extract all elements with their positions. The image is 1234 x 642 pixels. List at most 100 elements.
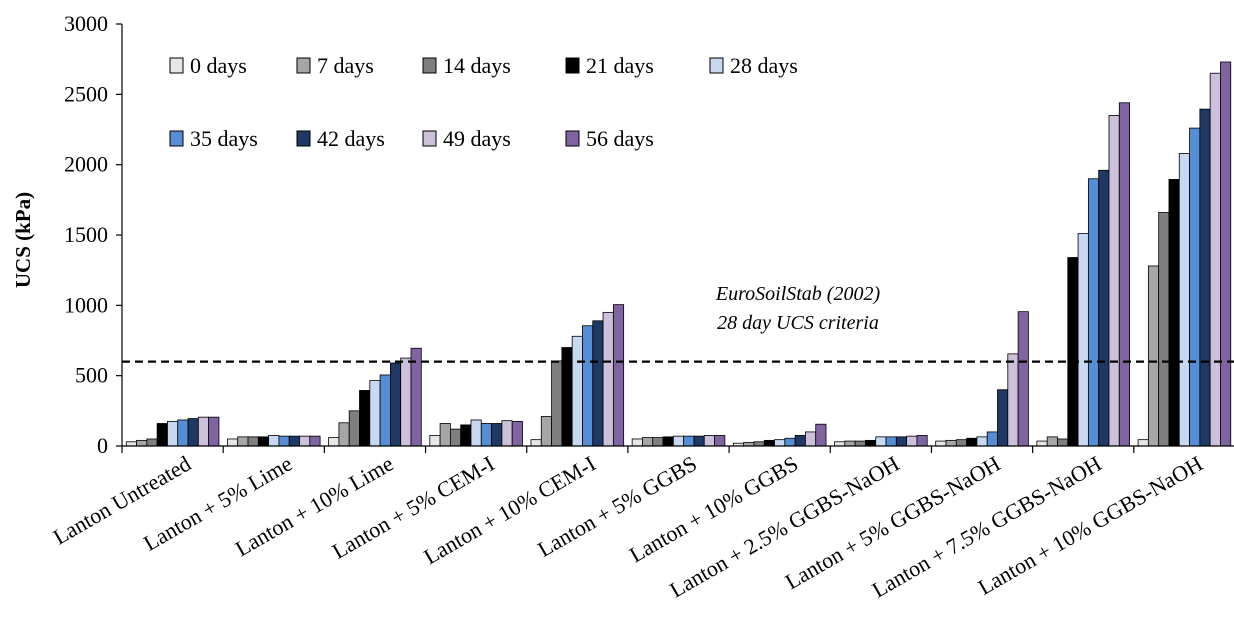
- bar: [805, 431, 817, 447]
- bar: [875, 436, 887, 447]
- bar: [511, 420, 523, 447]
- bars: [125, 61, 1232, 447]
- bar: [642, 437, 654, 447]
- bar: [379, 374, 391, 447]
- reference-label-line1: EuroSoilStab (2002): [715, 283, 881, 305]
- bar: [885, 436, 897, 447]
- legend-swatch: [296, 57, 311, 74]
- bar: [1077, 233, 1089, 447]
- bar: [338, 422, 350, 447]
- bar: [997, 389, 1009, 447]
- bar: [672, 435, 685, 447]
- bar: [257, 436, 270, 447]
- bar: [540, 416, 552, 447]
- bar: [400, 357, 412, 447]
- legend-label: 28 days: [730, 53, 798, 78]
- bar: [955, 439, 967, 447]
- bar: [1017, 311, 1029, 447]
- bar: [1067, 257, 1079, 447]
- bar: [844, 440, 856, 447]
- bar: [429, 435, 441, 447]
- bar: [309, 435, 321, 447]
- bar: [683, 435, 695, 447]
- bar: [177, 419, 189, 447]
- bar: [703, 435, 715, 447]
- bar: [1087, 178, 1100, 447]
- legend: 0 days 7 days 14 days 21 days 28 days 35 days…: [169, 53, 798, 151]
- y-tick-label: 2000: [64, 152, 108, 177]
- bar: [631, 438, 643, 447]
- bar: [662, 436, 674, 447]
- legend-swatch: [169, 57, 184, 74]
- legend-label: 35 days: [190, 126, 258, 151]
- legend-label: 7 days: [317, 53, 374, 78]
- bar: [895, 436, 908, 447]
- bar: [1158, 212, 1170, 447]
- bar: [268, 435, 280, 447]
- reference-line-group: EuroSoilStab (2002) 28 day UCS criteria: [122, 283, 1234, 363]
- legend-label: 0 days: [190, 53, 247, 78]
- bar: [815, 423, 827, 447]
- bar: [1209, 72, 1221, 447]
- bar: [834, 441, 846, 447]
- bar: [359, 390, 371, 447]
- x-category-label: Lanton + 5% CEM-I: [328, 451, 499, 564]
- bar: [439, 423, 451, 447]
- bar: [299, 435, 311, 447]
- bar: [945, 439, 957, 447]
- bar: [582, 325, 594, 447]
- bar: [348, 410, 360, 447]
- legend-label: 49 days: [443, 126, 511, 151]
- bar: [784, 437, 796, 447]
- bar: [156, 423, 168, 447]
- bar: [935, 440, 947, 447]
- bar: [1108, 115, 1120, 447]
- bar: [976, 436, 988, 447]
- bar: [602, 311, 614, 447]
- bar: [278, 435, 290, 447]
- bar: [1168, 179, 1180, 447]
- bar: [916, 435, 928, 447]
- y-tick-label: 500: [75, 363, 108, 388]
- x-category-label: Lanton + 10% GGBS: [625, 451, 802, 568]
- legend-swatch: [422, 130, 437, 147]
- bar: [774, 439, 786, 447]
- bar: [592, 320, 604, 447]
- reference-label-line2: 28 day UCS criteria: [717, 312, 879, 334]
- bar: [237, 436, 249, 447]
- bar: [612, 304, 625, 447]
- bar: [1118, 102, 1130, 447]
- legend-label: 56 days: [586, 126, 654, 151]
- bar: [854, 440, 866, 447]
- legend-label: 42 days: [317, 126, 385, 151]
- bar: [470, 419, 482, 447]
- bar: [460, 424, 472, 447]
- bar: [1220, 61, 1232, 447]
- bar: [146, 438, 158, 447]
- bar: [491, 423, 503, 447]
- legend-label: 21 days: [586, 53, 654, 78]
- bar: [1057, 438, 1069, 447]
- y-axis: 0 500 1000 1500 2000 2500 3000: [64, 11, 123, 458]
- legend-swatch: [422, 57, 437, 74]
- legend-swatch: [709, 57, 724, 74]
- bar: [187, 418, 199, 447]
- bar: [763, 439, 775, 447]
- bar: [328, 437, 340, 447]
- bar: [208, 416, 220, 447]
- bar: [865, 439, 877, 447]
- legend-swatch: [169, 130, 184, 147]
- bar: [714, 435, 726, 447]
- x-category-label: Lanton + 10% CEM-I: [419, 451, 599, 570]
- bar: [197, 416, 210, 447]
- bar: [1189, 127, 1201, 447]
- y-axis-label: UCS (kPa): [11, 192, 35, 288]
- y-tick-label: 0: [97, 433, 108, 458]
- bar: [966, 437, 978, 447]
- bar: [480, 423, 492, 447]
- bar: [449, 428, 462, 447]
- bar: [551, 360, 563, 447]
- bar: [571, 335, 583, 447]
